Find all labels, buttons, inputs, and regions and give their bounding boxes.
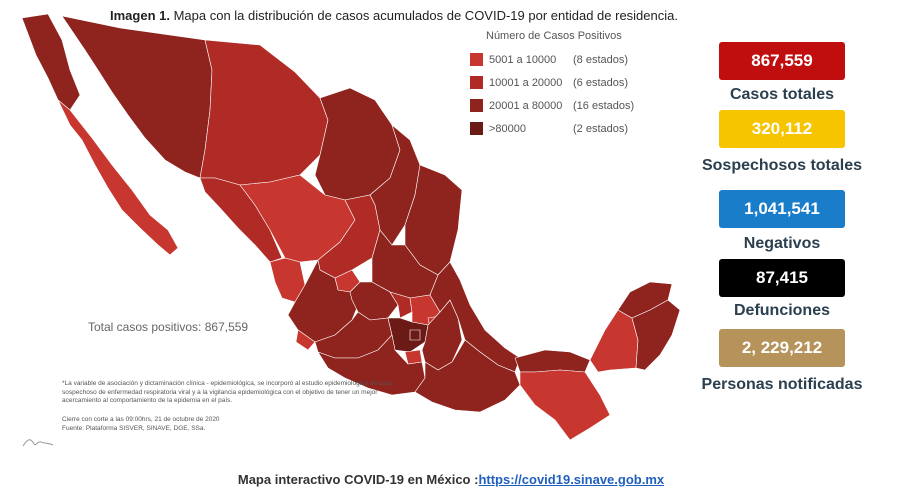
- bottom-caption: Mapa interactivo COVID-19 en México :htt…: [0, 472, 902, 487]
- state-baja-california[interactable]: [21, 13, 81, 111]
- legend-range: 5001 a 10000: [489, 53, 557, 66]
- state-queretaro[interactable]: [389, 291, 413, 319]
- state-guerrero[interactable]: [317, 334, 426, 396]
- negatives-label: Negativos: [743, 235, 821, 252]
- footnote: *La variable de asociación y dictaminaci…: [62, 380, 402, 439]
- legend-range: 20001 a 80000: [489, 99, 563, 112]
- legend-title: Número de Casos Positivos: [486, 30, 622, 42]
- deaths-value: 87,415: [756, 268, 808, 287]
- total-cases-value: 867,559: [751, 51, 813, 70]
- legend-swatch: [470, 76, 483, 89]
- legend-count: (2 estados): [573, 122, 629, 135]
- title-text: Mapa con la distribución de casos acumul…: [169, 8, 678, 23]
- suspected-cases-label: Sospechosos totales: [701, 157, 863, 174]
- state-colima[interactable]: [295, 329, 316, 351]
- negatives-value: 1,041,541: [744, 199, 820, 218]
- bottom-text: Mapa interactivo COVID-19 en México :: [237, 472, 479, 487]
- deaths-box: 87,415: [719, 259, 845, 297]
- signature-icon: [22, 439, 54, 447]
- state-baja-california-sur[interactable]: [57, 99, 179, 256]
- legend-swatch: [470, 99, 483, 112]
- deaths-label: Defunciones: [733, 302, 830, 319]
- map-title: Imagen 1. Mapa con la distribución de ca…: [110, 8, 678, 23]
- legend-swatch: [470, 53, 483, 66]
- state-sinaloa[interactable]: [199, 177, 283, 263]
- legend-range: >80000: [489, 122, 527, 135]
- state-ciudad-de-mexico[interactable]: [409, 329, 421, 341]
- total-cases-box: 867,559: [719, 42, 845, 80]
- suspected-cases-box: 320,112: [719, 110, 845, 148]
- total-cases-label: Casos totales: [729, 86, 835, 103]
- state-quintana-roo[interactable]: [631, 299, 681, 371]
- footnote-methodology: *La variable de asociación y dictaminaci…: [62, 380, 393, 404]
- total-positive-cases: Total casos positivos: 867,559: [88, 320, 249, 334]
- notified-value: 2, 229,212: [741, 338, 823, 357]
- notified-box: 2, 229,212: [719, 329, 845, 367]
- negatives-box: 1,041,541: [719, 190, 845, 228]
- legend-range: 10001 a 20000: [489, 76, 563, 89]
- state-chihuahua[interactable]: [199, 39, 329, 186]
- footnote-cutoff: Cierre con corte a las 09:00hrs, 21 de o…: [62, 415, 220, 423]
- notified-label: Personas notificadas: [701, 376, 863, 393]
- legend-count: (16 estados): [573, 99, 635, 112]
- legend-item: 10001 a 20000 (6 estados): [470, 71, 670, 94]
- footnote-source: Fuente: Plataforma SISVER, SINAVE, DGE, …: [62, 425, 206, 432]
- state-tabasco[interactable]: [514, 349, 591, 373]
- legend: Número de Casos Positivos 5001 a 10000 (…: [470, 30, 670, 140]
- interactive-map-link[interactable]: https://covid19.sinave.gob.mx: [478, 472, 665, 487]
- legend-count: (6 estados): [573, 76, 629, 89]
- legend-item: 5001 a 10000 (8 estados): [470, 48, 670, 71]
- legend-swatch: [470, 122, 483, 135]
- state-campeche[interactable]: [589, 309, 639, 373]
- state-sonora[interactable]: [61, 15, 213, 179]
- suspected-cases-value: 320,112: [751, 119, 813, 138]
- title-label: Imagen 1.: [110, 8, 170, 23]
- legend-count: (8 estados): [573, 53, 629, 66]
- legend-item: 20001 a 80000 (16 estados): [470, 94, 670, 117]
- state-chiapas[interactable]: [519, 369, 611, 441]
- state-morelos[interactable]: [404, 349, 423, 365]
- legend-item: >80000 (2 estados): [470, 117, 670, 140]
